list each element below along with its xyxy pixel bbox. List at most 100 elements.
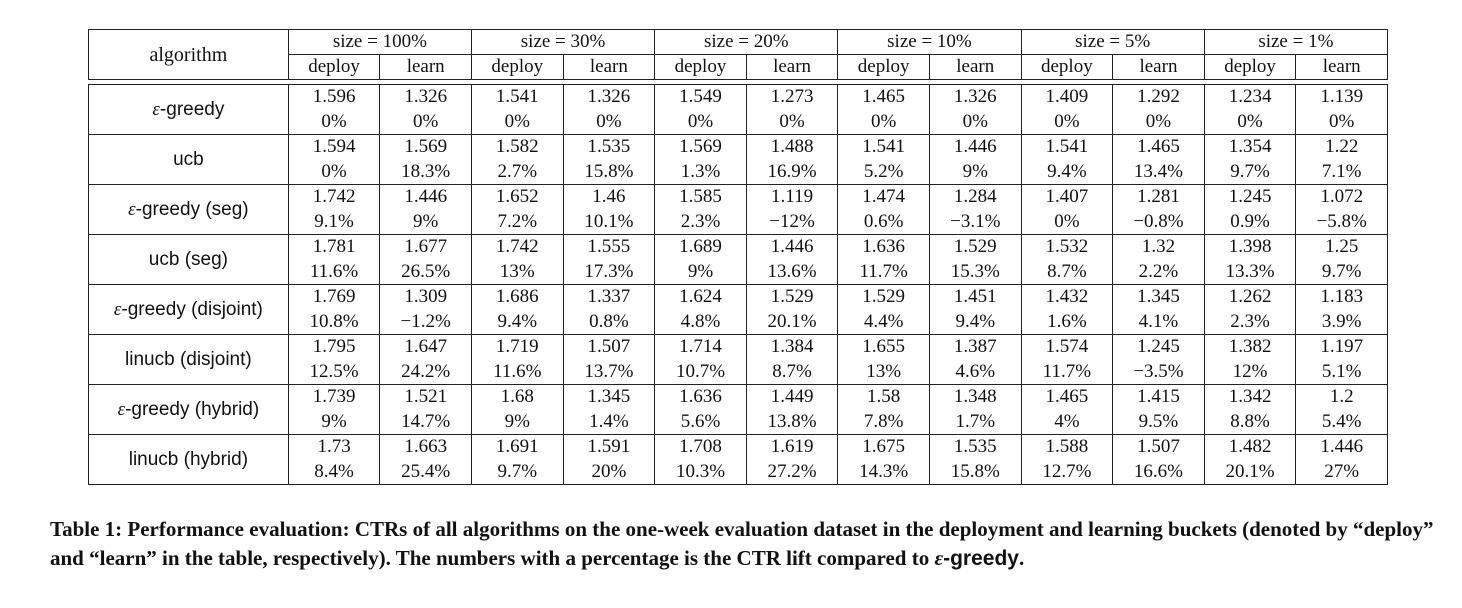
ctr-lift: 11.6% xyxy=(493,360,542,382)
ctr-lift: 4.8% xyxy=(680,310,721,332)
ctr-value: 1.529 xyxy=(953,236,997,257)
value-cell: 1.588 12.7% xyxy=(1020,434,1114,485)
ctr-lift: 1.4% xyxy=(589,410,629,432)
value-cell: 1.781 11.6% xyxy=(287,234,381,285)
ctr-lift: 16.6% xyxy=(1133,460,1183,482)
ctr-value: 1.326 xyxy=(404,86,448,107)
value-cell: 1.284 −3.1% xyxy=(928,184,1022,235)
ctr-lift: 0.8% xyxy=(589,310,629,332)
ctr-value: 1.652 xyxy=(495,186,539,207)
value-cell: 1.262 2.3% xyxy=(1203,284,1297,335)
value-cell: 1.337 0.8% xyxy=(562,284,656,335)
ctr-value: 1.488 xyxy=(770,136,814,157)
value-cell: 1.398 13.3% xyxy=(1203,234,1297,285)
ctr-value: 1.691 xyxy=(495,436,539,457)
ctr-value: 1.292 xyxy=(1137,86,1180,107)
ctr-lift: −3.5% xyxy=(1133,360,1184,382)
ctr-value: 1.245 xyxy=(1137,336,1180,357)
caption-period: . xyxy=(1018,546,1025,570)
value-cell: 1.535 15.8% xyxy=(928,434,1022,485)
ctr-lift: 0.6% xyxy=(863,210,904,232)
caption-text: Table 1: Performance evaluation: CTRs of… xyxy=(50,517,1434,570)
ctr-value: 1.387 xyxy=(953,336,997,357)
value-cell: 1.549 0% xyxy=(654,84,747,135)
ctr-lift: 2.7% xyxy=(497,160,538,182)
value-cell: 1.689 9% xyxy=(654,234,747,285)
ctr-value: 1.569 xyxy=(679,136,722,157)
ctr-value: 1.73 xyxy=(317,436,351,457)
table-row: ε-greedy (hybrid) 1.739 9% 1.521 14.7% 1.68 9%… xyxy=(88,384,1388,435)
sub-header-learn: learn xyxy=(928,54,1022,80)
value-cell: 1.569 1.3% xyxy=(654,134,747,185)
ctr-lift: 25.4% xyxy=(401,460,451,482)
ctr-lift: 0% xyxy=(504,110,530,132)
value-cell: 1.488 16.9% xyxy=(745,134,839,185)
ctr-value: 1.675 xyxy=(862,436,906,457)
ctr-lift: 9.4% xyxy=(1047,160,1087,182)
ctr-value: 1.446 xyxy=(770,236,814,257)
value-cell: 1.245 −3.5% xyxy=(1112,334,1205,385)
value-cell: 1.309 −1.2% xyxy=(379,284,472,335)
ctr-lift: 5.6% xyxy=(680,410,721,432)
size-group-header: size = 1% xyxy=(1203,29,1389,55)
table-row: ε-greedy (disjoint) 1.769 10.8% 1.309 −1.2% 1… xyxy=(88,284,1388,335)
value-cell: 1.652 7.2% xyxy=(470,184,564,235)
ctr-lift: 9% xyxy=(321,410,347,432)
algorithm-name: linucb (hybrid) xyxy=(88,434,289,485)
ctr-value: 1.326 xyxy=(953,86,997,107)
ctr-value: 1.619 xyxy=(770,436,814,457)
value-cell: 1.415 9.5% xyxy=(1112,384,1205,435)
sub-header-learn: learn xyxy=(1295,54,1388,80)
ctr-lift: 9.7% xyxy=(497,460,538,482)
ctr-value: 1.594 xyxy=(312,136,356,157)
value-cell: 1.345 4.1% xyxy=(1112,284,1205,335)
value-cell: 1.596 0% xyxy=(287,84,381,135)
ctr-lift: 10.3% xyxy=(675,460,726,482)
value-cell: 1.529 4.4% xyxy=(837,284,930,335)
ctr-lift: 9% xyxy=(504,410,530,432)
value-cell: 1.197 5.1% xyxy=(1295,334,1388,385)
ctr-lift: 0% xyxy=(413,110,439,132)
ctr-lift: 9% xyxy=(687,260,714,282)
value-cell: 1.22 7.1% xyxy=(1295,134,1388,185)
ctr-lift: 7.1% xyxy=(1321,160,1362,182)
ctr-lift: 2.3% xyxy=(680,210,721,232)
ctr-lift: 7.8% xyxy=(863,410,904,432)
algorithm-label: linucb (disjoint) xyxy=(125,348,252,370)
ctr-lift: 9.5% xyxy=(1138,410,1179,432)
ctr-lift: 20.1% xyxy=(767,310,817,332)
value-cell: 1.541 0% xyxy=(470,84,564,135)
ctr-lift: 1.3% xyxy=(680,160,721,182)
value-cell: 1.714 10.7% xyxy=(654,334,747,385)
algorithm-label: -greedy xyxy=(159,98,225,120)
value-cell: 1.345 1.4% xyxy=(562,384,656,435)
value-cell: 1.387 4.6% xyxy=(928,334,1022,385)
ctr-lift: 16.9% xyxy=(767,160,817,182)
sub-header-row: deploy learn deploy learn deploy learn deploy l… xyxy=(89,54,1388,80)
ctr-value: 1.072 xyxy=(1320,186,1364,207)
ctr-lift: 0% xyxy=(1329,110,1355,132)
value-cell: 1.585 2.3% xyxy=(654,184,747,235)
ctr-value: 1.769 xyxy=(312,286,356,307)
ctr-value: 1.337 xyxy=(587,286,631,307)
ctr-lift: 0% xyxy=(1237,110,1263,132)
algorithm-name: ucb xyxy=(88,134,289,185)
ctr-value: 1.25 xyxy=(1325,236,1359,257)
ctr-lift: 24.2% xyxy=(401,360,451,382)
ctr-value: 1.46 xyxy=(592,186,626,207)
value-cell: 1.624 4.8% xyxy=(654,284,747,335)
group-header-row: algorithm size = 100% size = 30% size = … xyxy=(88,29,1389,80)
ctr-value: 1.465 xyxy=(862,86,906,107)
ctr-lift: 0% xyxy=(1145,110,1172,132)
ctr-value: 1.465 xyxy=(1045,386,1089,407)
ctr-value: 1.465 xyxy=(1137,136,1180,157)
ctr-lift: 7.2% xyxy=(497,210,538,232)
ctr-lift: 9% xyxy=(962,160,988,182)
table-row: ucb (seg) 1.781 11.6% 1.677 26.5% 1.742 13% 1.5… xyxy=(88,234,1388,285)
ctr-value: 1.677 xyxy=(404,236,448,257)
table-row: ε-greedy (seg) 1.742 9.1% 1.446 9% 1.652 7.2% 1… xyxy=(88,184,1388,235)
value-cell: 1.739 9% xyxy=(287,384,381,435)
ctr-value: 1.449 xyxy=(770,386,814,407)
ctr-lift: 14.3% xyxy=(859,460,909,482)
value-cell: 1.521 14.7% xyxy=(379,384,472,435)
